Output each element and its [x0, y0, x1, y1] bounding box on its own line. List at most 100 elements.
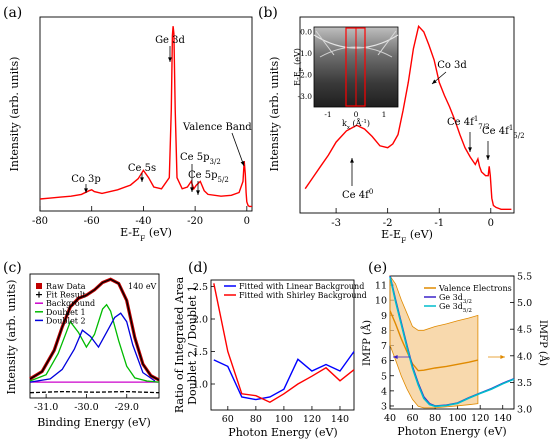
panel-e-x-tick-label: 140: [494, 413, 512, 424]
panel-e-legend-label-ge3d52: Ge 3d5/2: [439, 302, 472, 314]
panel-d-y-tick-label: 2.0: [193, 315, 208, 326]
panel-e-legend-label-ge3d32: Ge 3d3/2: [439, 293, 472, 305]
panel-a: (a) -80 -60 -40 -20 0 E-EF (eV) Intensity (arb…: [3, 5, 253, 243]
panel-b-inset-x-title: kx (Å-1): [342, 119, 370, 131]
panel-d-y-tick-label: 2.5: [193, 282, 208, 293]
panel-e-valence-band-area: [389, 274, 479, 409]
panel-a-co3p-arrow-head: [84, 188, 88, 193]
panel-e: (e) 40 60 80 100 120 140 3 4 5 6 7 8 9 10 11 3.0 3.5 4.0 4…: [361, 260, 549, 438]
panel-b-inset-y-tick-label: 0.0: [300, 27, 312, 36]
panel-d-series-line-shirley: [213, 283, 355, 403]
panel-c-frame: [29, 273, 160, 399]
panel-c-x-tick-label: -31.0: [34, 402, 58, 413]
panel-b-annot-ce4f0: Ce 4f0: [342, 188, 373, 201]
panel-a-annot-co3p: Co 3p: [71, 174, 101, 185]
panel-e-x-axis-title: Photon Energy (eV): [397, 425, 506, 438]
panel-d-x-axis-title: Photon Energy (eV): [228, 426, 337, 439]
panel-c-legend-label: Fit Result: [46, 291, 86, 300]
panel-a-y-axis-title: Intensity (arb. units): [8, 57, 21, 172]
panel-d: (d) 60 80 100 120 140 1.0 1.5 2.0 2.5 Fitted with…: [173, 260, 367, 439]
panel-e-x-tick-label: 60: [406, 413, 418, 424]
panel-c-legend-label: Raw Data: [46, 282, 86, 291]
panel-c-label: (c): [3, 260, 22, 276]
panel-b-inset-x-tick-label: -1: [324, 110, 331, 119]
panel-a-x-tick-label: -80: [32, 216, 48, 227]
panel-e-y-tick-label: 11: [375, 281, 387, 292]
panel-a-spectrum-line: [39, 26, 252, 208]
panel-b-inset-band: [315, 30, 335, 56]
panel-b-frame: [299, 16, 515, 214]
panel-d-y-tick-label: 1.5: [193, 347, 208, 358]
panel-c-x-tick-label: -30.0: [74, 402, 98, 413]
panel-b-co3d-arrow-head: [432, 79, 437, 84]
panel-e-y-axis-title: IMFP (Å): [361, 320, 373, 366]
panel-b-inset-x-tick-label: 1: [382, 110, 387, 119]
panel-e-y2-tick-label: 5.5: [517, 272, 532, 283]
panel-e-valence-electrons-line: [389, 310, 479, 372]
panel-a-x-tick-label: -40: [135, 216, 151, 227]
panel-a-valence-band-arrow-line: [231, 132, 245, 167]
panel-b-ce4f52-arrow-head: [486, 155, 490, 160]
panel-b-annot-ce4f-7-2: Ce 4f17/2: [447, 115, 490, 131]
panel-c-fit-result-line: [29, 278, 160, 381]
panel-e-y-tick-label: 10: [375, 296, 387, 307]
panel-b-annot-co3d: Co 3d: [437, 60, 467, 71]
panel-d-label: (d): [188, 260, 208, 276]
panel-a-x-tick-label: -20: [187, 216, 203, 227]
panel-a-annot-ge3d: Ge 3d: [155, 35, 185, 46]
panel-b-x-tick-label: -2: [383, 218, 393, 229]
panel-b-ce4f0-arrow-head: [350, 158, 354, 163]
panel-d-x-tick-label: 60: [222, 414, 234, 425]
panel-b-inset-y-tick-label: -2.0: [298, 71, 313, 80]
panel-a-ce5p32-arrow-head: [190, 187, 194, 192]
panel-a-valence-band-arrow-head: [240, 161, 245, 166]
panel-c-legend-swatch: [36, 283, 42, 289]
panel-d-legend-label: Fitted with Linear Background: [239, 282, 364, 291]
panel-e-y-tick-label: 7: [381, 341, 387, 352]
panel-d-frame: [210, 279, 355, 411]
panel-c-legend-label: Doublet 2: [46, 316, 86, 325]
panel-e-x-tick-label: 120: [471, 413, 489, 424]
panel-b: (b) -3 -2 -1 0 E-EF (eV) Intensity (arb. unit…: [258, 5, 525, 245]
panel-a-annot-ce5p32: Ce 5p3/2: [180, 152, 221, 166]
panel-e-x-tick-label: 40: [384, 413, 396, 424]
panel-b-ce4f72-arrow-head: [468, 147, 472, 152]
panel-b-annot-ce4f-5-2: Ce 4f15/2: [482, 124, 525, 140]
panel-a-x-tick-label: -60: [84, 216, 100, 227]
panel-d-series-line-linear: [213, 351, 355, 401]
panel-e-y-tick-label: 5: [381, 371, 387, 382]
panel-c-doublet-1-line: [29, 303, 160, 383]
panel-e-y2-tick-label: 4.5: [517, 325, 532, 336]
panel-d-x-tick-label: 120: [303, 414, 321, 425]
panel-b-spectrum-line: [304, 24, 512, 210]
panel-e-label: (e): [368, 260, 387, 276]
panel-b-x-tick-label: -1: [434, 218, 444, 229]
panel-b-x-axis-title: E-EF (eV): [381, 228, 433, 245]
panel-c-x-tick-label: -29.0: [115, 402, 139, 413]
panel-c-y-axis-title: Intensity (arb. units): [5, 280, 18, 395]
panel-b-label: (b): [258, 5, 278, 21]
panel-e-y2-tick-label: 5.0: [517, 298, 532, 309]
panel-e-y2-axis-title: IMFP (Å): [537, 320, 549, 366]
panel-a-annot-valence-band: Valence Band: [182, 122, 252, 133]
panel-a-x-tick-label: 0: [244, 216, 250, 227]
panel-b-inset-y-tick-label: -1.0: [298, 49, 313, 58]
panel-c-x-axis-title: Binding Energy (eV): [37, 416, 151, 429]
panel-b-inset-band: [377, 30, 397, 56]
panel-d-y-tick-label: 1.0: [193, 380, 208, 391]
panel-b-x-tick-label: -3: [331, 218, 341, 229]
panel-a-ce5s-arrow-head: [140, 177, 144, 182]
panel-e-y-tick-label: 3: [381, 401, 387, 412]
panel-d-x-tick-label: 100: [275, 414, 293, 425]
panel-e-y-tick-label: 4: [381, 386, 387, 397]
panel-e-x-tick-label: 80: [429, 413, 441, 424]
panel-e-y-tick-label: 9: [381, 311, 387, 322]
panel-a-annot-ce5s: Ce 5s: [128, 163, 156, 174]
panel-b-inset-y-title: E-EF (eV): [293, 48, 305, 86]
panel-d-legend-label: Fitted with Shirley Background: [239, 291, 367, 300]
panel-d-y-axis-title: Ratio of Integrated Area: [173, 276, 186, 413]
panel-b-y-axis-title: Intensity (arb. units): [268, 57, 281, 172]
panel-c-residual-line: [29, 390, 160, 394]
